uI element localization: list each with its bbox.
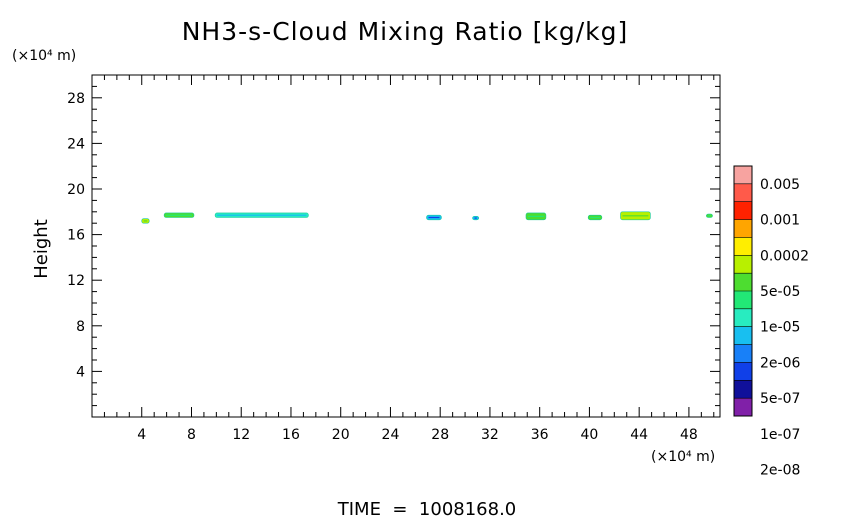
x-tick-label: 12: [232, 427, 250, 443]
x-tick-label: 32: [481, 427, 499, 443]
x-axis: 4 8 12 16 20 24 28 32 36 40 44 48: [103, 75, 715, 443]
colorbar-swatch: [734, 201, 752, 220]
plot-frame: [91, 74, 721, 418]
colorbar-label: 1e-07: [760, 427, 800, 443]
colorbar-label: 0.001: [760, 213, 800, 229]
colorbar-label: 0.0002: [760, 248, 809, 264]
colorbar-label: 2e-06: [760, 355, 800, 371]
x-tick-label: 24: [382, 427, 400, 443]
colorbar-swatch: [734, 273, 752, 291]
y-tick-label: 12: [67, 273, 85, 289]
colorbar-swatch: [734, 291, 752, 309]
y-tick-label: 28: [67, 91, 85, 107]
y-tick-label: 8: [76, 319, 85, 335]
x-tick-label: 48: [680, 427, 698, 443]
chart-title: NH3-s-Cloud Mixing Ratio [kg/kg]: [182, 17, 629, 46]
colorbar-swatch: [734, 166, 752, 184]
y-tick-label: 4: [76, 364, 85, 380]
colorbar-swatch: [734, 255, 752, 274]
y-tick-label: 20: [67, 182, 85, 198]
colorbar-swatch: [734, 219, 752, 238]
time-label: TIME = 1008168.0: [337, 499, 517, 519]
colorbar-label: 0.005: [760, 177, 800, 193]
colorbar-label: 2e-08: [760, 463, 800, 479]
colorbar-swatch: [734, 380, 752, 399]
x-tick-label: 28: [431, 427, 449, 443]
y-axis-label: Height: [31, 219, 52, 279]
x-tick-label: 44: [630, 427, 648, 443]
colorbar-swatch: [734, 183, 752, 202]
colorbar-label: 1e-05: [760, 320, 800, 336]
cloud-layer: [141, 211, 713, 224]
x-tick-label: 36: [531, 427, 549, 443]
colorbar-swatch: [734, 326, 752, 345]
x-tick-label: 40: [581, 427, 599, 443]
colorbar-swatch: [734, 344, 752, 363]
x-tick-label: 20: [332, 427, 350, 443]
x-tick-label: 16: [282, 427, 300, 443]
x-unit-label: (×10⁴ m): [651, 449, 715, 465]
colorbar: 0.005 0.001 0.0002 5e-05 1e-05 2e-06 5e-07 1e-0…: [733, 165, 809, 479]
colorbar-label: 5e-05: [760, 284, 800, 300]
colorbar-swatch: [734, 237, 752, 256]
y-tick-label: 24: [67, 136, 85, 152]
y-unit-label: (×10⁴ m): [12, 48, 76, 64]
colorbar-swatch: [734, 308, 752, 327]
colorbar-label: 5e-07: [760, 391, 800, 407]
colorbar-swatch: [734, 362, 752, 381]
colorbar-swatch: [734, 398, 752, 416]
x-tick-label: 4: [137, 427, 146, 443]
y-tick-label: 16: [67, 228, 85, 244]
x-tick-label: 8: [187, 427, 196, 443]
y-axis: 4 8 12 16 20 24 28: [67, 85, 720, 407]
